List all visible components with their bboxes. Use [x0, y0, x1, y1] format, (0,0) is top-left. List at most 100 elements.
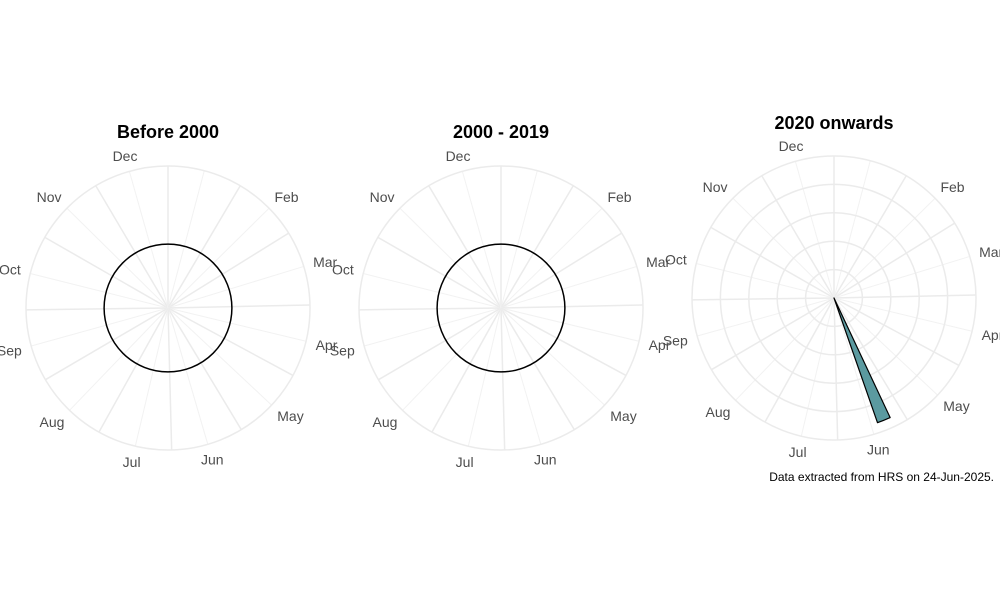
grid-spoke [833, 297, 960, 367]
month-label-aug: Aug [373, 414, 398, 430]
empty-data-ring [436, 243, 566, 373]
month-label-oct: Oct [0, 262, 21, 278]
grid-spoke [761, 175, 835, 299]
grid-outer-ring [358, 165, 644, 451]
grid-spoke [833, 222, 956, 299]
grid-spoke [732, 197, 835, 299]
grid-spoke [500, 185, 574, 309]
month-label-apr: Apr [316, 337, 338, 353]
month-label-dec: Dec [446, 148, 471, 164]
grid-spoke [26, 307, 169, 311]
grid-spoke [500, 307, 542, 445]
grid-spoke [833, 255, 970, 299]
grid-spoke [711, 297, 835, 371]
grid-spoke [69, 307, 169, 411]
grid-spoke [128, 171, 169, 309]
month-label-aug: Aug [40, 414, 65, 430]
grid-spoke [428, 185, 502, 309]
month-label-may: May [610, 408, 636, 424]
grid-spoke [377, 236, 502, 309]
grid-spoke [167, 307, 209, 445]
grid-spoke [833, 297, 875, 435]
month-label-feb: Feb [274, 189, 298, 205]
grid-spoke [500, 307, 506, 450]
grid-spoke [167, 307, 272, 406]
grid-spoke [167, 307, 242, 431]
month-label-mar: Mar [979, 244, 1000, 260]
grid-outer-ring [691, 155, 977, 441]
grid-spoke [833, 297, 938, 396]
panel-title: 2000 - 2019 [453, 122, 549, 142]
month-label-may: May [277, 408, 303, 424]
grid-spoke [98, 307, 169, 433]
grid-spoke [167, 307, 173, 450]
grid-spoke [95, 185, 169, 309]
grid-spoke [500, 307, 575, 431]
panel-title: Before 2000 [117, 122, 219, 142]
month-label-mar: Mar [646, 254, 670, 270]
grid-spoke [696, 263, 835, 299]
grid-spoke [45, 307, 169, 381]
grid-spoke [833, 175, 907, 299]
month-label-sep: Sep [663, 332, 688, 348]
month-label-aug: Aug [706, 404, 731, 420]
grid-spoke [500, 307, 627, 377]
bar-jun [833, 297, 891, 424]
grid-spoke [31, 307, 169, 347]
grid-spoke [44, 236, 169, 309]
panel-title: 2020 onwards [774, 113, 893, 133]
month-label-feb: Feb [607, 189, 631, 205]
grid-spoke [800, 297, 835, 437]
grid-ring [719, 183, 949, 413]
grid-ring [776, 240, 892, 356]
polar-panel-3: 2020 onwards Feb Mar Apr May Jun Jul Aug Sep Oct N… [663, 113, 1000, 460]
grid-spoke [500, 232, 623, 309]
grid-spoke [500, 265, 637, 309]
grid-spoke [697, 297, 835, 337]
month-label-apr: Apr [649, 337, 671, 353]
grid-spoke [833, 160, 871, 299]
grid-spoke [134, 307, 169, 447]
grid-spoke [710, 226, 835, 299]
grid-spoke [167, 170, 205, 309]
grid-ring [748, 212, 920, 384]
month-label-jun: Jun [867, 442, 890, 458]
grid-spoke [399, 207, 502, 309]
grid-spoke [500, 307, 640, 342]
grid-spoke [833, 297, 908, 421]
grid-spoke [30, 273, 169, 309]
polar-panel-1: Before 2000 Feb Mar Apr May Jun Jul Aug Sep Oct No… [0, 122, 338, 470]
grid-spoke [500, 307, 605, 406]
grid-spoke [402, 307, 502, 411]
grid-spoke [833, 294, 976, 299]
empty-data-ring [103, 243, 233, 373]
grid-spoke [467, 307, 502, 447]
grid-spoke [167, 265, 304, 309]
month-label-dec: Dec [113, 148, 138, 164]
month-label-mar: Mar [313, 254, 337, 270]
grid-spoke [167, 304, 310, 309]
month-label-dec: Dec [779, 138, 804, 154]
grid-spoke [359, 307, 502, 311]
grid-spoke [167, 232, 290, 309]
grid-outer-ring [25, 165, 311, 451]
month-label-jul: Jul [123, 454, 141, 470]
month-label-feb: Feb [940, 179, 964, 195]
grid-spoke [461, 171, 502, 309]
month-label-sep: Sep [330, 342, 355, 358]
month-label-oct: Oct [332, 262, 354, 278]
grid-spoke [167, 207, 270, 309]
month-label-jul: Jul [789, 444, 807, 460]
month-label-jul: Jul [456, 454, 474, 470]
grid-spoke [363, 273, 502, 309]
month-label-apr: Apr [982, 327, 1000, 343]
grid-spoke [833, 297, 839, 440]
month-label-may: May [943, 398, 969, 414]
grid-spoke [500, 304, 643, 309]
grid-spoke [167, 307, 294, 377]
grid-spoke [167, 185, 241, 309]
grid-spoke [692, 297, 835, 301]
grid-spoke [500, 170, 538, 309]
